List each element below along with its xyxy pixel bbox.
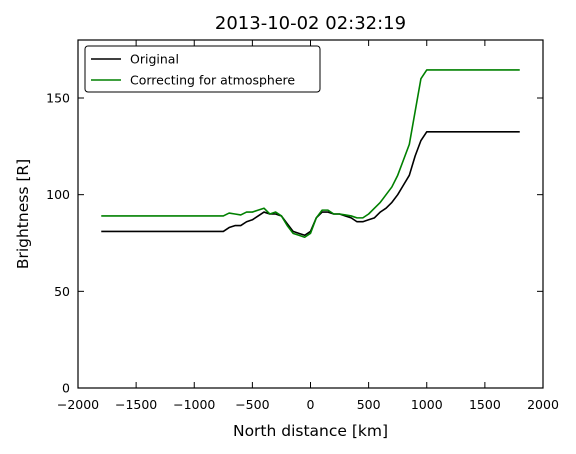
x-tick-label: −500 (235, 397, 269, 412)
x-tick-label: −2000 (57, 397, 99, 412)
legend-label: Correcting for atmosphere (130, 73, 295, 88)
x-tick-label: 0 (307, 397, 315, 412)
x-tick-label: −1000 (173, 397, 215, 412)
x-axis-label: North distance [km] (233, 422, 388, 440)
y-tick-label: 50 (54, 284, 70, 299)
legend-box (84, 45, 321, 93)
x-tick-label: 1000 (411, 397, 443, 412)
y-tick-label: 0 (62, 381, 70, 396)
plot-lines (101, 69, 520, 238)
x-tick-label: 1500 (469, 397, 501, 412)
series-line-original (101, 131, 520, 237)
x-tick-label: −1500 (115, 397, 157, 412)
legend: Original Correcting for atmosphere (84, 45, 321, 93)
y-axis-label: Brightness [R] (14, 159, 32, 269)
x-tick-label: 2000 (527, 397, 559, 412)
series-line-corrected (101, 69, 520, 238)
axis-ticks (77, 40, 544, 389)
legend-entries: Original Correcting for atmosphere (91, 52, 295, 88)
legend-label: Original (130, 52, 179, 67)
tick-labels: −2000 −1500 −1000 −500 0 500 1000 1500 2000 0 50 10… (46, 91, 559, 413)
x-tick-label: 500 (357, 397, 381, 412)
y-tick-label: 150 (46, 91, 70, 106)
chart-title: 2013-10-02 02:32:19 (215, 13, 406, 34)
y-tick-label: 100 (46, 187, 70, 202)
